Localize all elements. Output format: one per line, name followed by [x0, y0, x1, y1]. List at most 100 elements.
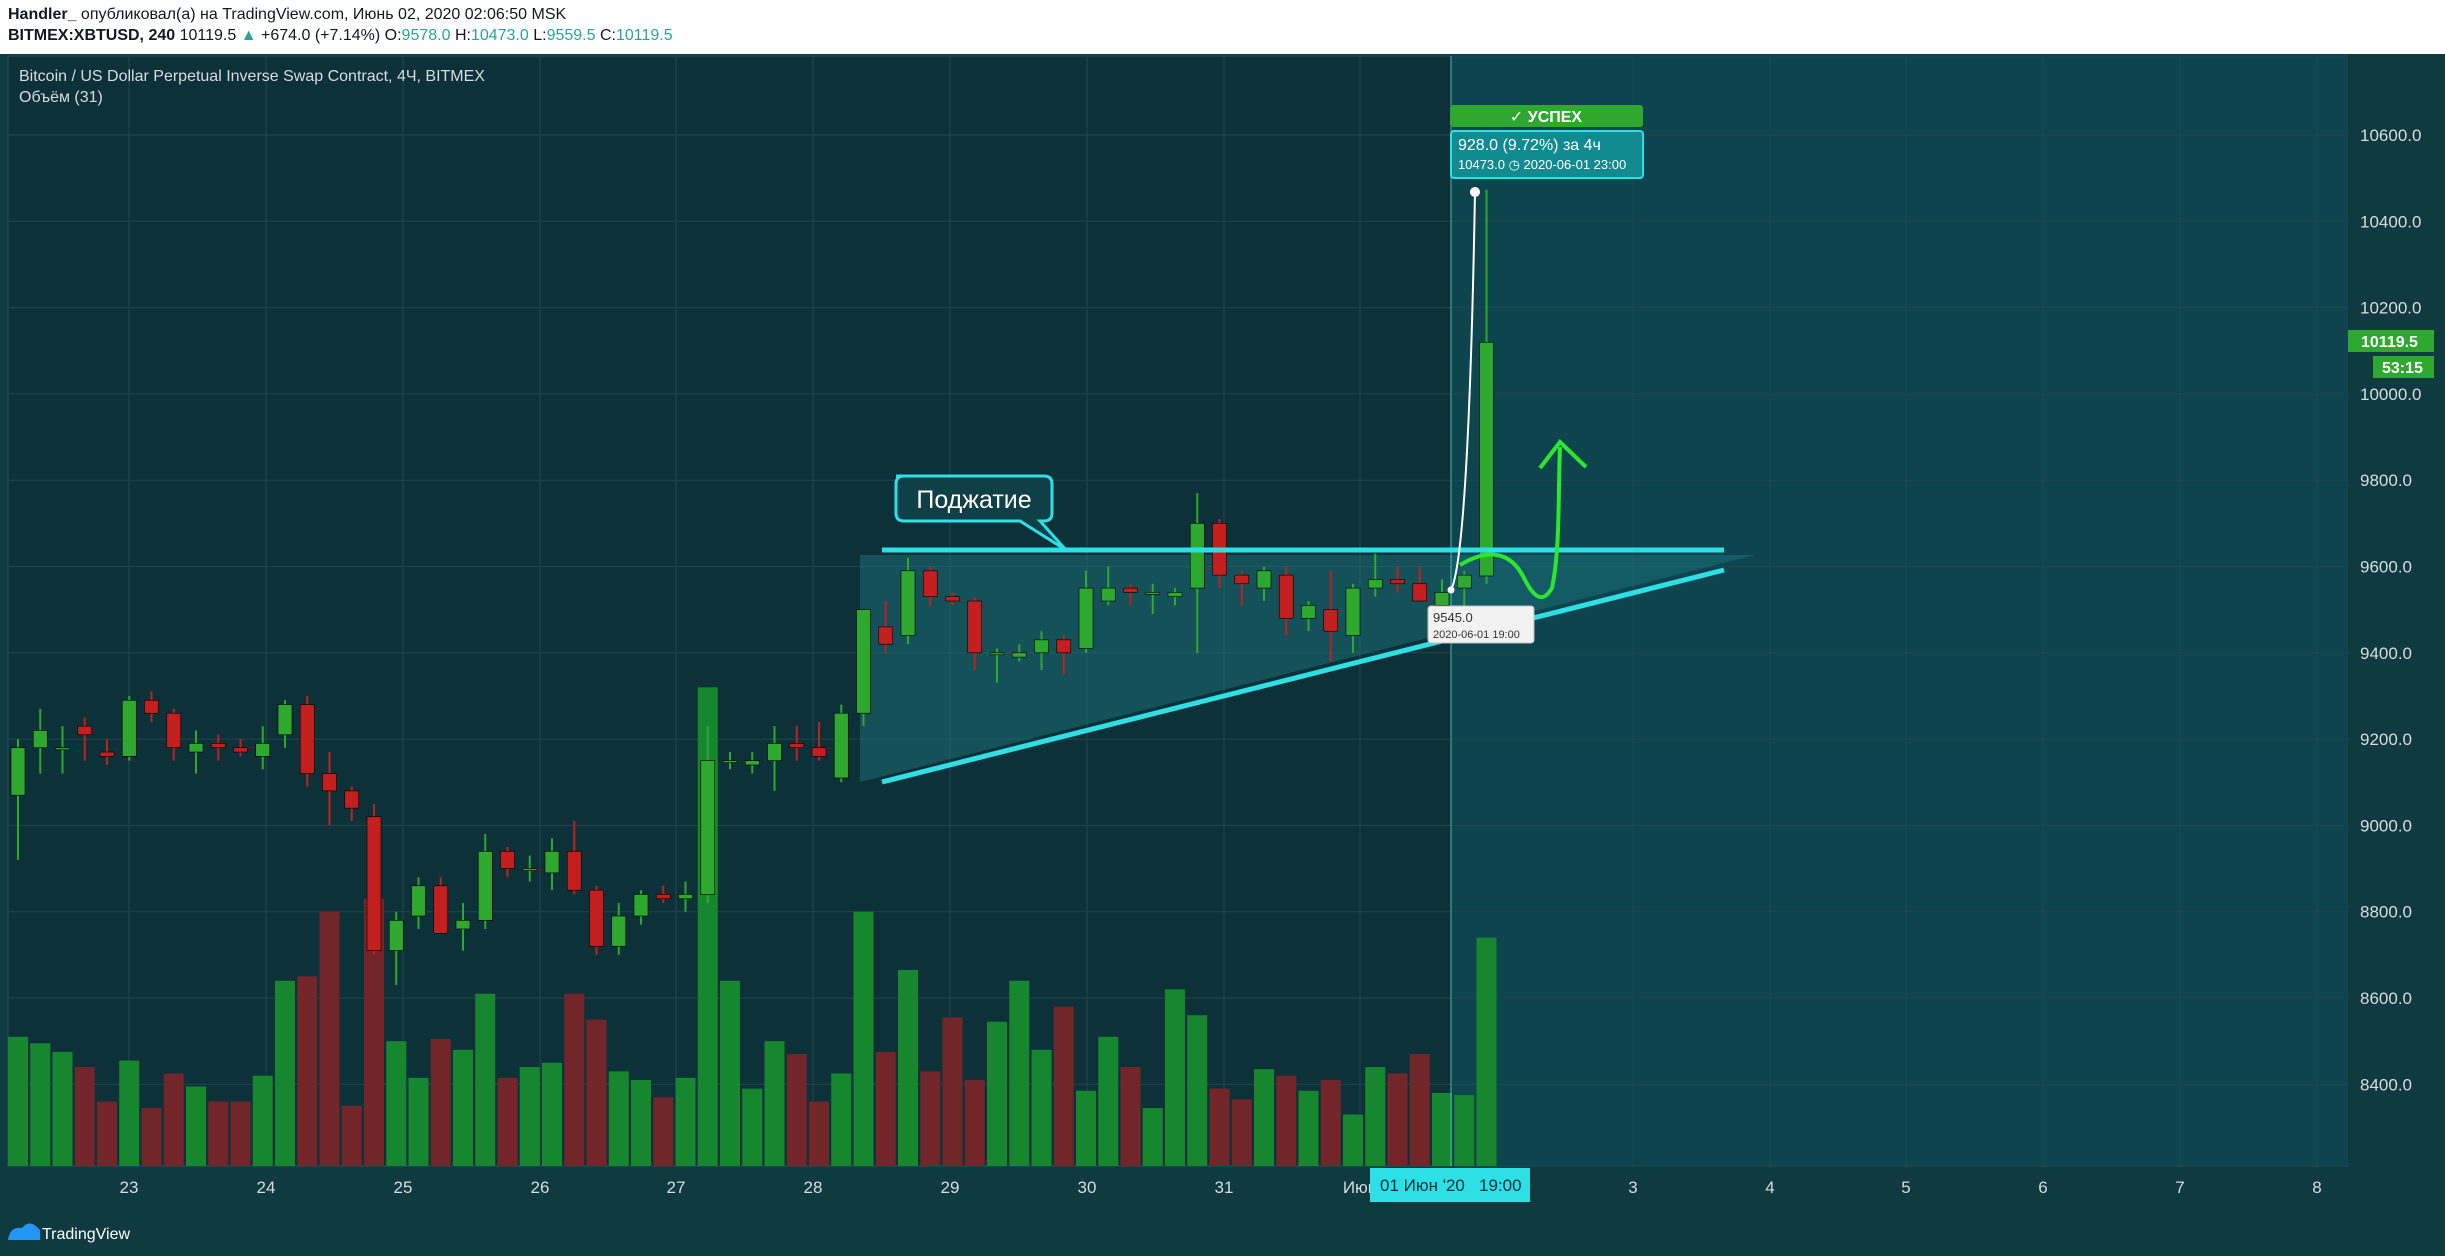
volume-bar [1187, 1015, 1208, 1166]
volume-bar [1031, 1049, 1052, 1166]
candle-body [611, 915, 627, 947]
candle [544, 838, 560, 891]
price-tick-label: 8800.0 [2360, 903, 2412, 922]
candle-body [99, 751, 115, 757]
candle-body [544, 850, 560, 874]
measure-start-dot [1447, 586, 1455, 594]
candle-body [833, 712, 849, 779]
time-tick-label: 24 [257, 1178, 276, 1197]
tradingview-logo[interactable]: TradingView [8, 1223, 130, 1243]
candle-body [1390, 579, 1405, 585]
volume-bar [1365, 1067, 1386, 1166]
time-axis[interactable]: 23 24 25 26 27 28 29 30 31 Июн 3 4 5 6 7 8 [120, 1178, 2322, 1197]
author-name[interactable]: Handler_ [8, 6, 77, 23]
candle-body [366, 816, 382, 951]
candle [633, 890, 649, 925]
candle [722, 752, 738, 770]
candle [967, 596, 983, 671]
time-tick-label: 5 [1901, 1178, 1910, 1197]
volume-bar [1053, 1006, 1074, 1166]
candle [500, 846, 515, 878]
candle [744, 752, 760, 774]
time-cursor-badge: 01 Июн '20 19:00 [1370, 1168, 1530, 1202]
low-value: 9559.5 [546, 27, 596, 44]
volume-bar [519, 1067, 540, 1166]
candle-body [1323, 609, 1339, 632]
volume-bar [497, 1077, 518, 1166]
volume-bar [831, 1073, 852, 1166]
candle-body [1100, 587, 1116, 602]
candle-body [411, 885, 426, 917]
candle [1123, 583, 1138, 606]
success-badge[interactable]: ✓ УСПЕХ [1450, 105, 1643, 127]
candle [1323, 570, 1339, 662]
price-chart[interactable]: Поджатие ✓ УСПЕХ 928.0 (9.72%) за 4ч 104… [0, 54, 2445, 1256]
volume-bar [1142, 1108, 1163, 1166]
volume-bar [430, 1038, 451, 1166]
volume-legend: Объём (31) [19, 89, 103, 106]
volume-bar [1298, 1090, 1319, 1166]
candle [10, 739, 26, 860]
candle [255, 726, 271, 770]
candle [366, 803, 382, 955]
candle-body [388, 920, 404, 951]
volume-bar [809, 1101, 829, 1166]
candle [1301, 601, 1316, 632]
volume-bar [386, 1041, 407, 1166]
high-value: 10473.0 [470, 27, 529, 44]
measure-box[interactable]: 928.0 (9.72%) за 4ч 10473.0 ◷ 2020-06-01… [1450, 130, 1644, 179]
candle [1390, 566, 1405, 593]
candle [322, 752, 337, 826]
candle-body [433, 885, 449, 934]
open-label: O: [384, 27, 402, 44]
tradingview-cloud-icon [8, 1223, 40, 1240]
candle-body [1011, 652, 1027, 658]
candle [55, 726, 70, 774]
price-axis[interactable]: 10600.0 10400.0 10200.0 10000.0 9800.0 9600.0… [2348, 56, 2445, 1166]
candle-body [566, 850, 582, 891]
close-value: 10119.5 [615, 27, 673, 44]
volume-bar [453, 1049, 473, 1166]
candle [477, 834, 493, 929]
success-text: ✓ УСПЕХ [1510, 109, 1583, 126]
candle [989, 648, 1005, 684]
volume-bar [1343, 1114, 1363, 1166]
candle [299, 695, 315, 787]
chart-header: Handler_ опубликовал(а) на TradingView.c… [0, 0, 2445, 54]
support-line[interactable] [881, 567, 1725, 785]
candle [1056, 635, 1072, 675]
volume-bar [542, 1062, 562, 1166]
candle-body [344, 790, 360, 809]
volume-bar [1320, 1079, 1341, 1166]
candle-body [121, 699, 137, 757]
candle [566, 821, 582, 895]
price-axis-bg [2348, 56, 2445, 1166]
candle-body [945, 596, 960, 602]
candle-body [700, 760, 716, 895]
candle-body [166, 712, 182, 749]
candle [811, 721, 827, 761]
time-tick-label: 25 [394, 1178, 413, 1197]
time-tick-label: 23 [120, 1178, 139, 1197]
volume-bar [1120, 1067, 1141, 1166]
last-price-label: 10119.5 [2361, 334, 2418, 351]
candle-body [1345, 587, 1361, 636]
volume-bar [653, 1097, 674, 1166]
candle-body [678, 894, 693, 900]
volume-bar [875, 1051, 896, 1166]
candle [210, 734, 226, 761]
candle-body [1412, 583, 1428, 602]
candle [1034, 631, 1049, 671]
candle-body [233, 747, 248, 753]
volume-bar [1076, 1090, 1096, 1166]
volume-bar [208, 1101, 229, 1166]
candles [10, 189, 1494, 986]
candle [1011, 644, 1027, 662]
candle [878, 601, 894, 653]
candle-body [1123, 587, 1138, 593]
point-tooltip: 9545.0 2020-06-01 19:00 [1427, 605, 1535, 644]
callout[interactable]: Поджатие [894, 474, 1068, 552]
candle-body [1301, 605, 1316, 619]
volume-bar [920, 1071, 941, 1166]
time-tick-label: 29 [941, 1178, 960, 1197]
